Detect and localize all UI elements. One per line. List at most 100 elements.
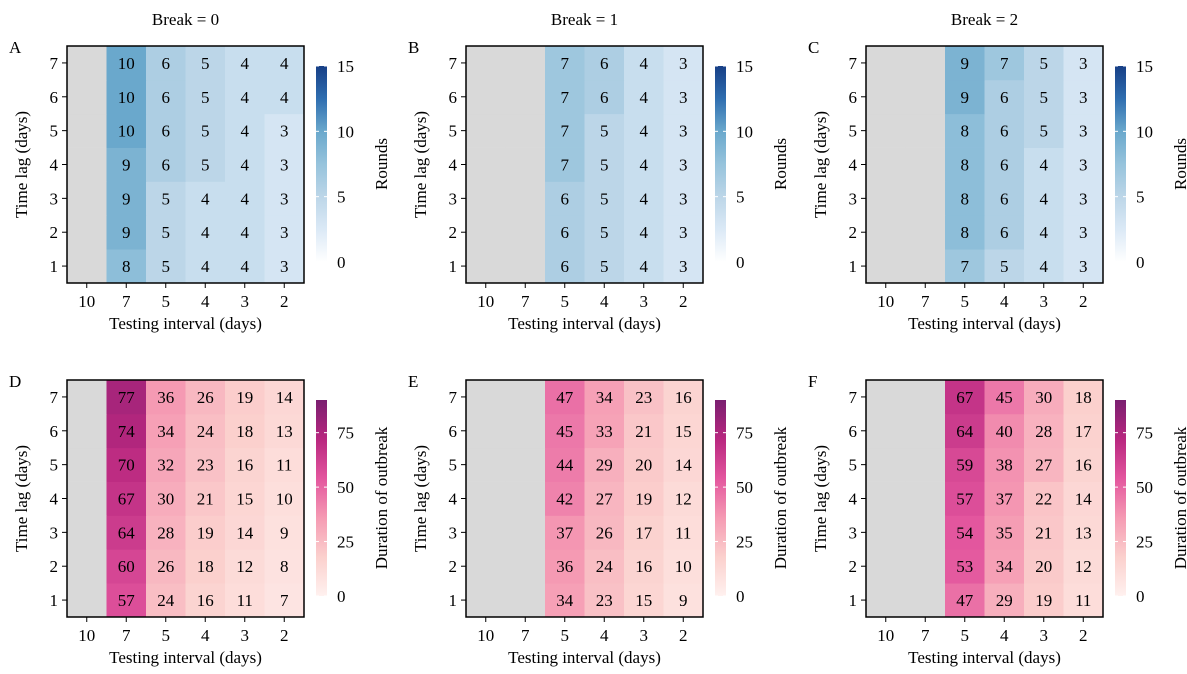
colorbar <box>1115 66 1126 262</box>
heatmap-cell <box>984 549 1025 584</box>
colorbar-tick-label: 5 <box>337 188 346 207</box>
cell-value-label: 30 <box>1035 388 1052 407</box>
heatmap-cell <box>1024 249 1064 284</box>
colorbar-tick-label: 5 <box>736 188 745 207</box>
heatmap-cell <box>466 181 506 216</box>
cell-value-label: 17 <box>635 523 653 542</box>
heatmap-cell <box>663 46 704 81</box>
heatmap-cell <box>264 147 305 182</box>
cell-value-label: 19 <box>635 490 652 509</box>
cell-value-label: 21 <box>197 490 214 509</box>
heatmap-cell <box>264 413 305 449</box>
cell-value-label: 29 <box>596 456 613 475</box>
heatmap-cell <box>146 79 186 115</box>
heatmap-cell <box>185 549 226 584</box>
heatmap-cell <box>866 147 906 182</box>
y-tick-label: 7 <box>449 54 458 73</box>
heatmap-cell <box>264 549 305 584</box>
heatmap-cell <box>1063 249 1104 284</box>
heatmap-cell <box>185 413 226 449</box>
y-tick-label: 4 <box>849 156 858 175</box>
heatmap-cell <box>106 249 147 284</box>
heatmap-cell <box>905 249 946 284</box>
heatmap-cell <box>505 46 546 81</box>
x-tick-label: 2 <box>679 626 688 645</box>
colorbar-tick-label: 50 <box>736 478 753 497</box>
x-tick-label: 4 <box>1000 626 1009 645</box>
y-tick-label: 7 <box>50 388 59 407</box>
heatmap-cell <box>466 79 506 115</box>
heatmap-cell <box>624 181 664 216</box>
heatmap-cell <box>545 181 585 216</box>
heatmap-cell <box>866 447 906 482</box>
heatmap-cell <box>505 413 546 449</box>
heatmap-cell <box>505 249 546 284</box>
heatmap-cell <box>984 46 1025 81</box>
heatmap-cell <box>466 215 506 250</box>
cell-value-label: 8 <box>280 557 289 576</box>
heatmap-cell <box>106 515 147 550</box>
heatmap-cell <box>225 215 265 250</box>
heatmap-cell <box>624 79 664 115</box>
heatmap-cell <box>945 549 985 584</box>
cell-value-label: 37 <box>556 523 574 542</box>
heatmap-cell <box>466 380 506 415</box>
heatmap-cell <box>624 46 664 81</box>
heatmap-cell <box>584 481 625 516</box>
colorbar <box>1115 400 1126 596</box>
x-tick-label: 4 <box>600 292 609 311</box>
heatmap-cell <box>146 583 186 618</box>
heatmap-cell <box>1024 549 1064 584</box>
y-tick-label: 5 <box>50 456 59 475</box>
x-axis-title: Testing interval (days) <box>908 648 1061 667</box>
heatmap-cell <box>584 549 625 584</box>
colorbar-tick-label: 75 <box>337 424 354 443</box>
heatmap-cell <box>106 147 147 182</box>
cell-value-label: 19 <box>1035 591 1052 610</box>
cell-value-label: 6 <box>1000 189 1009 208</box>
heatmap-cell <box>505 113 546 148</box>
y-tick-label: 5 <box>849 122 858 141</box>
y-tick-label: 5 <box>449 456 458 475</box>
cell-value-label: 30 <box>157 490 174 509</box>
cell-value-label: 7 <box>561 156 570 175</box>
heatmap-cell <box>866 380 906 415</box>
colorbar-tick-label: 25 <box>1136 533 1153 552</box>
heatmap-cell <box>67 147 107 182</box>
heatmap-cell <box>945 583 985 618</box>
panel-label: D <box>9 372 21 391</box>
cell-value-label: 4 <box>640 122 649 141</box>
heatmap-cell <box>945 147 985 182</box>
y-tick-label: 3 <box>449 189 458 208</box>
cell-value-label: 3 <box>1079 88 1088 107</box>
y-tick-label: 6 <box>449 422 458 441</box>
heatmap-cell <box>1024 79 1064 115</box>
cell-value-label: 3 <box>280 122 289 141</box>
cell-value-label: 45 <box>996 388 1013 407</box>
heatmap-cell <box>866 181 906 216</box>
cell-value-label: 5 <box>600 156 609 175</box>
heatmap-cell <box>545 481 585 516</box>
heatmap-cell <box>663 249 704 284</box>
heatmap-cell <box>984 79 1025 115</box>
x-tick-label: 2 <box>679 292 688 311</box>
cell-value-label: 16 <box>197 591 214 610</box>
cell-value-label: 44 <box>556 456 574 475</box>
heatmap-cell <box>663 447 704 482</box>
heatmap-cell <box>225 113 265 148</box>
heatmap-cell <box>945 215 985 250</box>
x-tick-label: 5 <box>961 626 970 645</box>
x-tick-label: 5 <box>561 626 570 645</box>
cell-value-label: 18 <box>197 557 214 576</box>
heatmap-cell <box>584 113 625 148</box>
y-tick-label: 3 <box>849 523 858 542</box>
y-tick-label: 1 <box>50 591 59 610</box>
colorbar-tick-label: 15 <box>337 57 354 76</box>
y-tick-label: 3 <box>849 189 858 208</box>
cell-value-label: 53 <box>956 557 973 576</box>
cell-value-label: 12 <box>236 557 253 576</box>
heatmap-cell <box>225 583 265 618</box>
cell-value-label: 15 <box>675 422 692 441</box>
cell-value-label: 18 <box>1075 388 1092 407</box>
